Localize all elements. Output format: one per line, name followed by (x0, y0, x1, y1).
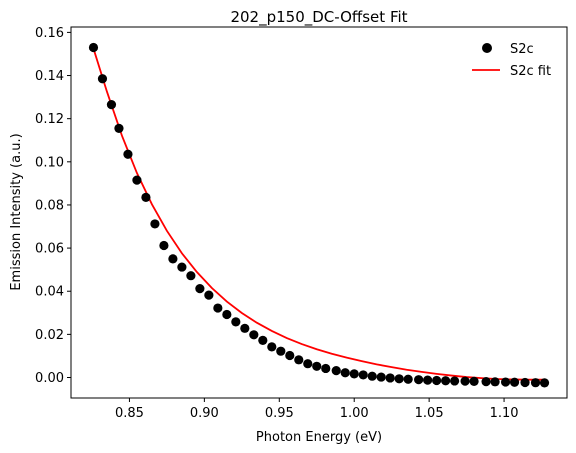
data-point-s2c (150, 219, 160, 229)
data-point-s2c (249, 330, 259, 340)
data-point-s2c (358, 370, 368, 380)
legend-label-s2c: S2c (510, 42, 534, 57)
data-point-s2c (258, 335, 268, 346)
data-point-s2c (267, 342, 277, 352)
data-point-s2c (460, 376, 470, 386)
x-axis-label: Photon Energy (eV) (256, 430, 382, 445)
data-point-s2c (88, 42, 99, 53)
data-point-s2c (490, 377, 500, 387)
x-tick-label: 1.00 (340, 406, 369, 421)
y-axis-label: Emission Intensity (a.u.) (9, 133, 24, 290)
legend-marker-s2c (482, 43, 492, 53)
x-tick-label: 0.85 (115, 406, 144, 421)
x-tick-label: 1.10 (490, 406, 519, 421)
data-point-s2c (204, 290, 214, 300)
data-point-s2c (177, 262, 187, 272)
data-point-s2c (285, 350, 295, 361)
data-point-s2c (141, 192, 151, 202)
y-tick-label: 0.02 (35, 328, 64, 343)
points-layer (88, 42, 550, 388)
x-tick-label: 0.95 (265, 406, 294, 421)
data-point-s2c (423, 375, 433, 385)
data-point-s2c (231, 317, 241, 327)
data-point-s2c (394, 374, 404, 384)
data-point-s2c (159, 240, 169, 251)
chart-title: 202_p150_DC-Offset Fit (230, 8, 407, 27)
data-point-s2c (376, 372, 386, 382)
data-point-s2c (213, 303, 223, 313)
data-point-s2c (97, 74, 108, 84)
y-tick-label: 0.04 (35, 285, 64, 300)
data-point-s2c (481, 377, 491, 387)
data-point-s2c (349, 369, 359, 379)
data-point-s2c (168, 254, 178, 264)
y-tick-label: 0.16 (35, 26, 64, 41)
data-point-s2c (132, 175, 142, 185)
data-point-s2c (340, 368, 350, 378)
data-point-s2c (114, 123, 124, 133)
data-point-s2c (222, 309, 232, 320)
data-point-s2c (469, 376, 479, 386)
y-tick-label: 0.08 (35, 198, 64, 213)
x-tick-label: 0.90 (190, 406, 219, 421)
data-point-s2c (530, 378, 541, 388)
data-point-s2c (500, 377, 511, 387)
y-tick-label: 0.00 (35, 371, 64, 386)
plot-area (71, 27, 567, 398)
y-axis: 0.00 0.02 0.04 0.06 0.08 0.10 0.12 0.14 0.16 (35, 26, 71, 386)
data-point-s2c (321, 363, 331, 374)
data-point-s2c (367, 371, 377, 381)
data-point-s2c (432, 375, 442, 386)
data-point-s2c (123, 149, 133, 159)
data-point-s2c (276, 346, 286, 356)
x-tick-label: 1.05 (415, 406, 444, 421)
y-tick-label: 0.06 (35, 242, 64, 257)
data-point-s2c (331, 366, 341, 376)
legend-label-s2c-fit: S2c fit (510, 64, 551, 79)
data-point-s2c (539, 378, 550, 388)
y-tick-label: 0.10 (35, 155, 64, 170)
data-point-s2c (520, 377, 530, 388)
data-point-s2c (509, 377, 520, 387)
data-point-s2c (385, 373, 395, 383)
x-axis: 0.85 0.90 0.95 1.00 1.05 1.10 (115, 398, 519, 421)
y-tick-label: 0.14 (35, 69, 64, 84)
y-tick-label: 0.12 (35, 112, 64, 127)
data-point-s2c (450, 376, 460, 386)
data-point-s2c (294, 355, 304, 365)
data-point-s2c (403, 374, 413, 384)
data-point-s2c (414, 375, 424, 385)
data-point-s2c (312, 361, 322, 371)
plot-frame (70, 26, 568, 399)
legend: S2c S2c fit (472, 42, 551, 79)
data-point-s2c (106, 100, 117, 110)
data-point-s2c (195, 284, 205, 294)
data-point-s2c (441, 376, 451, 386)
data-point-s2c (240, 323, 250, 333)
data-point-s2c (303, 359, 313, 369)
data-point-s2c (186, 271, 196, 281)
